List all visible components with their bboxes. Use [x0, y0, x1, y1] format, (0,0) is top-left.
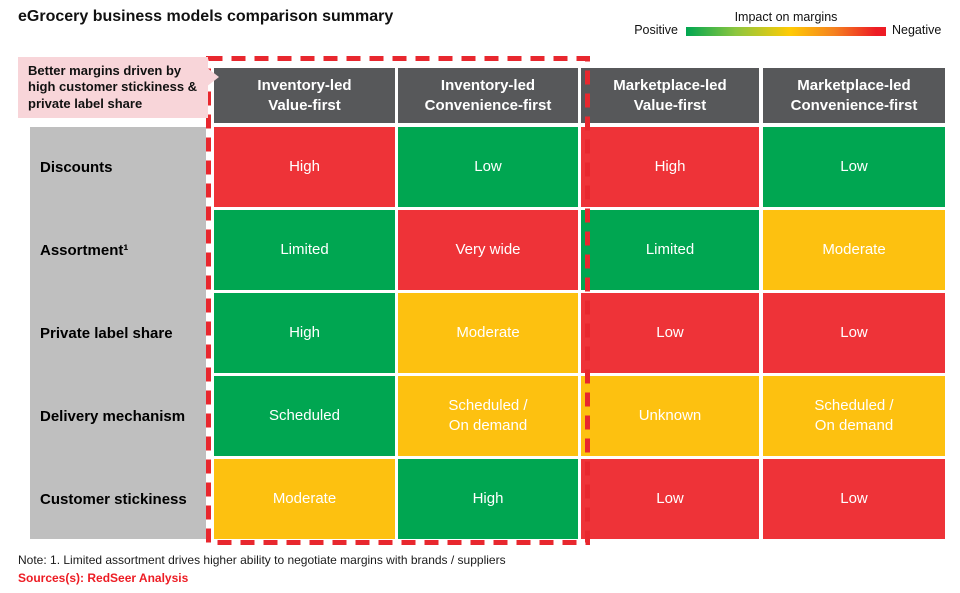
column-header-inventory-value: Inventory-led Value-first: [214, 68, 395, 123]
column-header-line1: Inventory-led: [257, 77, 352, 94]
legend-title: Impact on margins: [734, 10, 838, 24]
row-label-delivery-mechanism: Delivery mechanism: [40, 407, 186, 425]
matrix-cell: Scheduled: [214, 376, 395, 456]
column-header-inventory-convenience: Inventory-led Convenience-first: [398, 68, 578, 123]
matrix-cell: Limited: [214, 210, 395, 290]
column-header-line1: Inventory-led: [440, 77, 536, 94]
matrix-cell: Low: [763, 127, 945, 207]
matrix-cell: Scheduled / On demand: [763, 376, 945, 456]
matrix-cell: Low: [581, 459, 759, 539]
row-label-assortment: Assortment¹: [40, 241, 129, 259]
matrix-cell: High: [581, 127, 759, 207]
column-header-line2: Convenience-first: [790, 96, 918, 114]
legend-positive-label: Positive: [634, 23, 678, 37]
row-label-column: Discounts Assortment¹ Private label shar…: [30, 127, 206, 539]
row-label-customer-stickiness: Customer stickiness: [40, 490, 187, 508]
matrix-cell: Moderate: [763, 210, 945, 290]
matrix-cell: Scheduled / On demand: [398, 376, 578, 456]
row-label-private-label-share: Private label share: [40, 324, 173, 342]
matrix-cell: Low: [398, 127, 578, 207]
matrix-cell: Moderate: [214, 459, 395, 539]
callout-better-margins: Better margins driven by high customer s…: [18, 57, 208, 118]
column-header-line2: Convenience-first: [424, 96, 552, 114]
matrix-cell: High: [214, 293, 395, 373]
callout-arrow-icon: [206, 67, 219, 87]
sources-line: Sources(s): RedSeer Analysis: [18, 571, 189, 585]
matrix-cell: Moderate: [398, 293, 578, 373]
column-header-marketplace-value: Marketplace-led Value-first: [581, 68, 759, 123]
matrix-cell: Low: [763, 293, 945, 373]
matrix-cell: Low: [763, 459, 945, 539]
column-header-line1: Marketplace-led: [613, 77, 727, 94]
matrix-cell: Low: [581, 293, 759, 373]
row-label-discounts: Discounts: [40, 158, 113, 176]
footnote: Note: 1. Limited assortment drives highe…: [18, 553, 506, 567]
matrix-cell: Unknown: [581, 376, 759, 456]
impact-legend: Impact on margins Positive Negative: [630, 8, 945, 42]
column-header-line2: Value-first: [268, 96, 341, 114]
legend-gradient-bar: [686, 27, 886, 36]
legend-negative-label: Negative: [892, 23, 942, 37]
matrix-cell: Limited: [581, 210, 759, 290]
matrix-cell: High: [214, 127, 395, 207]
matrix-cell: High: [398, 459, 578, 539]
column-header-line1: Marketplace-led: [797, 77, 911, 94]
column-header-marketplace-convenience: Marketplace-led Convenience-first: [763, 68, 945, 123]
matrix-cell: Very wide: [398, 210, 578, 290]
column-header-line2: Value-first: [633, 96, 707, 114]
page-title: eGrocery business models comparison summ…: [18, 8, 394, 25]
